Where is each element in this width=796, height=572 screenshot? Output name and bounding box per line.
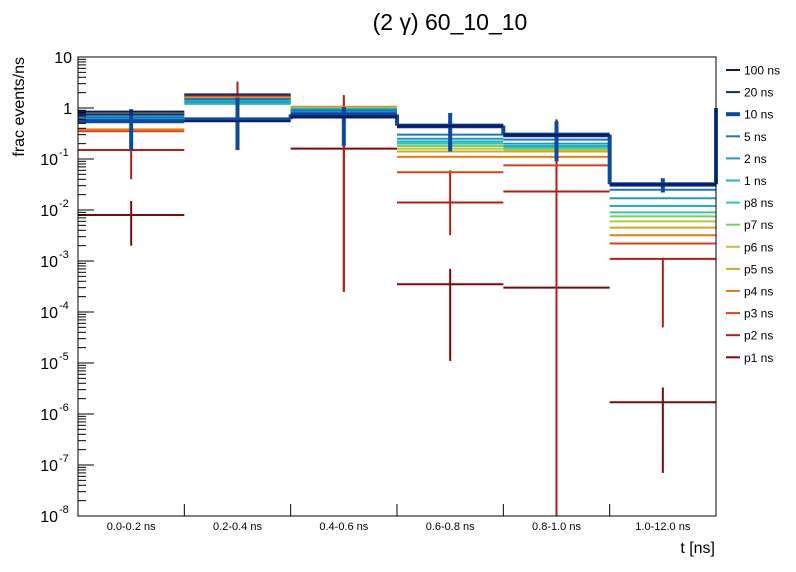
legend-item: 1 ns	[726, 174, 767, 188]
legend-item: p8 ns	[726, 196, 773, 210]
legend-item: 10 ns	[726, 108, 773, 122]
x-tick-label: 0.6-0.8 ns	[426, 521, 475, 533]
series-20-ns	[78, 93, 716, 187]
x-axis-ticks: 0.0-0.2 ns 0.2-0.4 ns 0.4-0.6 ns 0.6-0.8 ns…	[77, 504, 717, 533]
legend-item: p4 ns	[726, 285, 773, 299]
legend-label: 1 ns	[744, 174, 767, 188]
legend-item: p2 ns	[726, 329, 773, 343]
legend-item: 5 ns	[726, 130, 767, 144]
x-tick-label: 0.0-0.2 ns	[107, 521, 156, 533]
y-tick-exponent: -7	[59, 453, 69, 465]
legend-label: p1 ns	[744, 351, 773, 365]
y-tick-label: 1	[63, 101, 72, 118]
y-tick-exponent: -5	[59, 351, 69, 363]
legend-item: 100 ns	[726, 64, 780, 78]
legend-label: p7 ns	[744, 218, 773, 232]
legend-label: 20 ns	[744, 86, 773, 100]
legend-item: p5 ns	[726, 262, 773, 276]
y-tick-exponent: -3	[59, 249, 69, 261]
legend-item: p1 ns	[726, 351, 773, 365]
legend-item: 2 ns	[726, 152, 767, 166]
series-100-ns	[78, 110, 716, 186]
y-tick-label: 10	[40, 305, 58, 322]
legend: 100 ns 20 ns 10 ns 5 ns 2 ns 1 ns p8 ns p7 ns p6…	[726, 64, 780, 365]
x-axis-label: t [ns]	[680, 540, 715, 557]
y-tick-exponent: -6	[59, 402, 69, 414]
y-tick-exponent: -4	[59, 300, 69, 312]
legend-item: p6 ns	[726, 240, 773, 254]
legend-label: p4 ns	[744, 285, 773, 299]
legend-item: p3 ns	[726, 307, 773, 321]
y-tick-label: 10	[40, 152, 58, 169]
y-tick-exponent: -2	[59, 198, 69, 210]
x-tick-label: 0.2-0.4 ns	[213, 521, 262, 533]
legend-label: 5 ns	[744, 130, 767, 144]
chart-title: (2 γ) 60_10_10	[373, 9, 528, 35]
plot-area	[77, 56, 718, 517]
y-tick-label: 10	[40, 203, 58, 220]
legend-label: p3 ns	[744, 307, 773, 321]
legend-item: p7 ns	[726, 218, 773, 232]
legend-label: p5 ns	[744, 262, 773, 276]
y-axis-label: frac events/ns	[11, 57, 28, 157]
legend-label: p6 ns	[744, 240, 773, 254]
y-tick-label: 10	[40, 407, 58, 424]
legend-label: 10 ns	[744, 108, 773, 122]
x-tick-label: 0.4-0.6 ns	[319, 521, 368, 533]
y-tick-label: 10	[40, 458, 58, 475]
x-tick-label: 1.0-12.0 ns	[635, 521, 691, 533]
y-tick-exponent: -1	[59, 147, 69, 159]
legend-item: 20 ns	[726, 86, 773, 100]
y-tick-label: 10	[40, 254, 58, 271]
y-tick-label: 10	[40, 509, 58, 526]
legend-label: 100 ns	[744, 64, 780, 78]
y-tick-label: 10	[40, 356, 58, 373]
y-tick-exponent: -8	[59, 504, 69, 516]
x-tick-label: 0.8-1.0 ns	[532, 521, 581, 533]
y-tick-label: 10	[54, 50, 72, 67]
legend-label: p8 ns	[744, 196, 773, 210]
legend-label: 2 ns	[744, 152, 767, 166]
legend-label: p2 ns	[744, 329, 773, 343]
